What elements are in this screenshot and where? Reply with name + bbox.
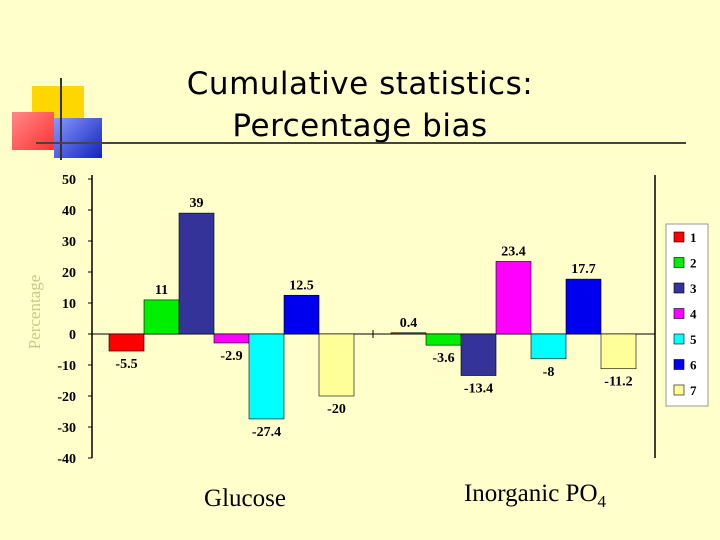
legend-swatch-6 — [673, 359, 685, 370]
data-label: 23.4 — [501, 244, 526, 259]
legend-label-7: 7 — [690, 383, 697, 398]
y-tick-label: 30 — [62, 235, 76, 250]
deco-horizontal-line — [36, 142, 686, 144]
data-label: 17.7 — [571, 262, 596, 277]
legend-swatch-1 — [673, 231, 685, 243]
data-label: -20 — [327, 402, 346, 417]
legend-swatch-7 — [673, 384, 685, 396]
y-tick-label: 20 — [62, 266, 76, 281]
bar-inorganic-po4-series-7 — [600, 333, 637, 370]
data-label: -2.9 — [220, 349, 242, 364]
slide-title-line1: Cumulative statistics: — [186, 66, 534, 102]
bar-glucose-series-5 — [248, 333, 285, 420]
y-tick-label: -10 — [57, 359, 76, 374]
y-tick-label: 50 — [62, 173, 76, 188]
y-tick-label: 10 — [62, 297, 76, 312]
bar-inorganic-po4-series-3 — [460, 333, 497, 376]
legend-label-5: 5 — [690, 332, 697, 347]
bar-glucose-series-2 — [143, 299, 180, 335]
deco-vertical-line — [60, 78, 62, 160]
bar-inorganic-po4-series-1 — [390, 332, 427, 335]
data-label: 0.4 — [400, 316, 418, 331]
x-category-label-0: Glucose — [204, 485, 286, 512]
y-tick-label: -30 — [57, 421, 76, 436]
bar-inorganic-po4-series-5 — [530, 333, 567, 360]
legend-label-3: 3 — [690, 281, 697, 296]
bar-glucose-series-6 — [283, 294, 320, 335]
y-tick-label: 40 — [62, 204, 76, 219]
data-label: 39 — [190, 196, 204, 211]
bar-inorganic-po4-series-6 — [565, 278, 602, 335]
bar-inorganic-po4-series-4 — [495, 261, 532, 335]
x-category-label-1: Inorganic PO4 — [464, 480, 607, 511]
legend-label-6: 6 — [690, 358, 697, 373]
bar-glucose-series-3 — [178, 212, 215, 335]
data-label: -8 — [543, 365, 555, 380]
legend-swatch-3 — [673, 282, 685, 294]
legend-label-2: 2 — [690, 256, 697, 271]
bar-glucose-series-4 — [213, 333, 250, 344]
legend-swatch-2 — [673, 257, 685, 268]
legend-label-4: 4 — [690, 307, 697, 322]
data-label: -13.4 — [464, 382, 493, 397]
slide-title-line2: Percentage bias — [232, 108, 488, 144]
y-tick-label: -40 — [57, 452, 76, 467]
data-label: -3.6 — [432, 351, 454, 366]
bar-glucose-series-1 — [108, 333, 145, 352]
legend-label-1: 1 — [690, 230, 697, 245]
y-tick-label: -20 — [57, 390, 76, 405]
legend-swatch-4 — [673, 308, 685, 319]
bar-inorganic-po4-series-2 — [425, 333, 462, 346]
data-label: -5.5 — [115, 357, 137, 372]
data-label: -11.2 — [604, 375, 632, 390]
data-label: 11 — [155, 283, 168, 298]
y-tick-label: 0 — [69, 328, 76, 343]
data-label: -27.4 — [252, 425, 281, 440]
legend-box — [665, 223, 709, 407]
data-label: 12.5 — [289, 278, 314, 293]
deco-blue-block — [54, 118, 102, 158]
bar-glucose-series-7 — [318, 333, 355, 397]
y-axis-title: Percentage — [25, 275, 44, 350]
legend-swatch-5 — [673, 333, 685, 345]
